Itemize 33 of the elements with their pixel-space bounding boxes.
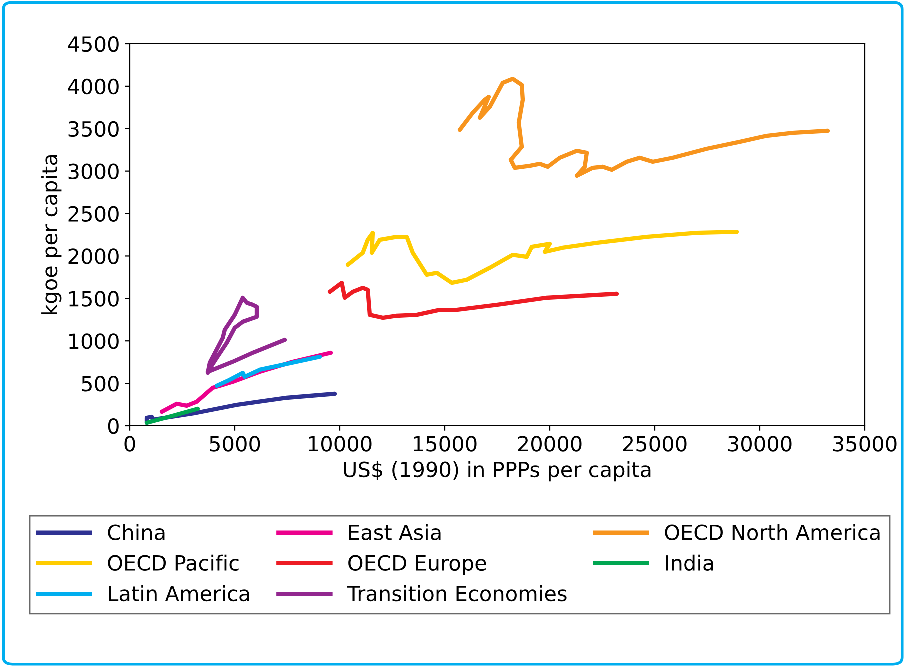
x-tick-label: 0 [124, 436, 136, 452]
y-tick-label: 4500 [68, 36, 119, 52]
legend-label: Transition Economies [347, 585, 567, 602]
legend-label: Latin America [109, 585, 250, 602]
x-axis-title: US$ (1990) in PPPs per capita [344, 461, 651, 482]
y-tick-label: 3500 [68, 121, 119, 138]
legend-label: OECD Pacific [108, 554, 239, 572]
y-tick-label: 1000 [70, 334, 119, 350]
line-series [206, 296, 288, 376]
y-tick-label: 1500 [70, 291, 119, 307]
legend-label: OECD North America [665, 524, 880, 540]
y-tick-label: 500 [82, 376, 119, 392]
y-tick-label: 0 [108, 418, 119, 434]
line-series [214, 354, 322, 388]
y-tick-label: 2500 [68, 206, 119, 222]
legend-label: China [108, 524, 165, 540]
legend-label: East Asia [349, 524, 441, 540]
line-series [346, 230, 740, 286]
y-tick-label: 3000 [68, 164, 119, 180]
x-tick-label: 5000 [210, 436, 260, 452]
legend-label: OECD Europe [348, 555, 486, 576]
x-tick-label: 15000 [414, 436, 477, 452]
y-axis-title: kgoe per capita [42, 155, 62, 315]
x-tick-label: 35000 [833, 436, 897, 452]
line-series [458, 76, 830, 178]
x-tick-label: 20000 [518, 436, 582, 452]
y-tick-label: 4000 [68, 78, 119, 95]
legend-label: India [666, 554, 714, 572]
x-tick-label: 30000 [728, 436, 792, 452]
line-series [328, 280, 620, 320]
x-tick-label: 10000 [309, 436, 372, 452]
x-tick-label: 25000 [623, 436, 687, 452]
y-tick-label: 2000 [68, 248, 119, 264]
